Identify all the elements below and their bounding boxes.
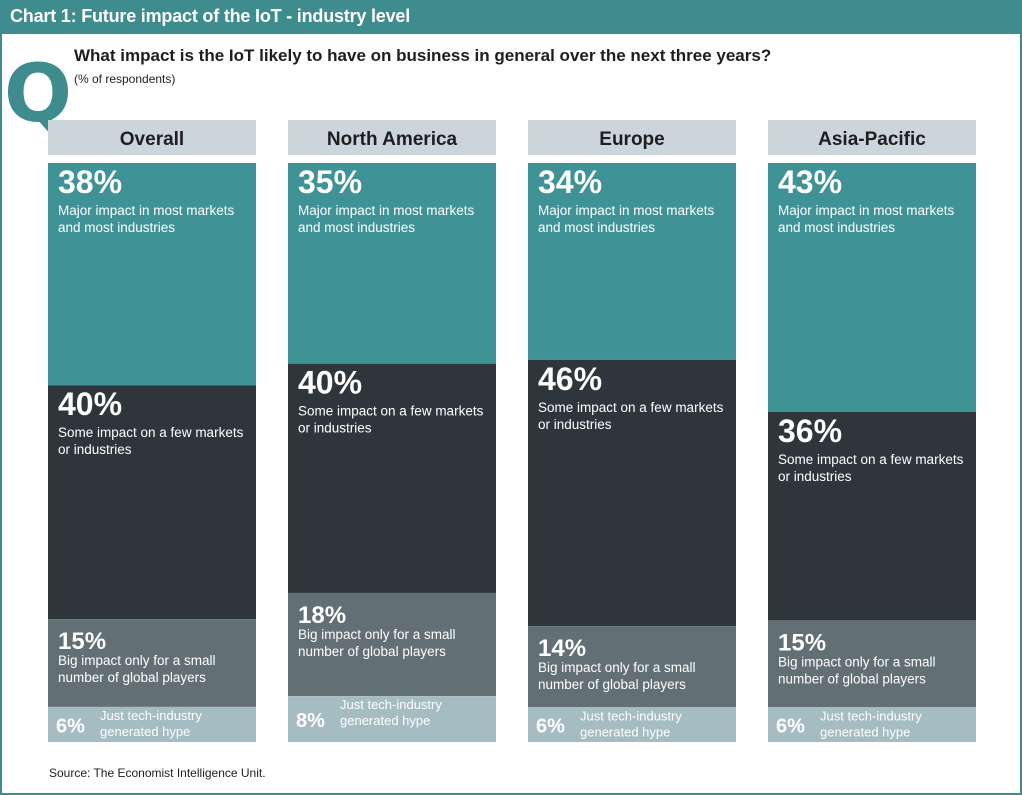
series-label: and most industries xyxy=(778,220,895,235)
bar-segment xyxy=(528,163,736,360)
bar-segment xyxy=(288,163,496,364)
series-label: Big impact only for a small xyxy=(298,627,456,642)
bar-segment xyxy=(288,592,496,697)
header-bar: Chart 1: Future impact of the IoT - indu… xyxy=(2,2,1020,34)
series-label: number of global players xyxy=(538,677,686,692)
series-label: or industries xyxy=(298,421,372,436)
series-label: Just tech-industry xyxy=(580,708,682,723)
series-label: Major impact in most markets xyxy=(58,203,235,218)
category-label: Asia-Pacific xyxy=(818,129,926,150)
series-label: or industries xyxy=(58,442,132,457)
series-label: Some impact on a few markets xyxy=(58,425,244,440)
bar-segment xyxy=(48,706,256,742)
series-label: number of global players xyxy=(778,671,926,686)
series-label: Big impact only for a small xyxy=(58,653,216,668)
data-label: 34% xyxy=(538,164,602,200)
series-label: Some impact on a few markets xyxy=(538,400,724,415)
bar-segment xyxy=(768,163,976,412)
bar-segment xyxy=(768,411,976,621)
series-label: Some impact on a few markets xyxy=(778,452,964,467)
data-label: 43% xyxy=(778,164,842,200)
bar-segment xyxy=(528,626,736,708)
series-label: Major impact in most markets xyxy=(298,203,475,218)
data-label: 6% xyxy=(56,715,85,737)
series-label: and most industries xyxy=(298,220,415,235)
question-unit: (% of respondents) xyxy=(74,72,176,86)
series-label: Some impact on a few markets xyxy=(298,404,484,419)
data-label: 40% xyxy=(298,365,362,401)
panel-header-bg xyxy=(528,120,736,155)
panel-header-bg xyxy=(288,120,496,155)
series-label: and most industries xyxy=(58,220,175,235)
panel-header-bg xyxy=(48,120,256,155)
data-label: 14% xyxy=(538,635,586,662)
data-label: 46% xyxy=(538,361,602,397)
data-label: 6% xyxy=(536,716,565,738)
panel-header-bg xyxy=(768,120,976,155)
data-label: 8% xyxy=(296,710,325,732)
data-label: 40% xyxy=(58,386,122,422)
series-label: Just tech-industry xyxy=(820,708,922,723)
bar-segment xyxy=(48,619,256,707)
series-label: generated hype xyxy=(100,724,190,739)
question-text: What impact is the IoT likely to have on… xyxy=(74,46,772,65)
bar-segment xyxy=(48,385,256,620)
data-label: 36% xyxy=(778,413,842,449)
series-label: Just tech-industry xyxy=(100,708,202,723)
data-label: 18% xyxy=(298,602,346,629)
data-label: 6% xyxy=(776,716,805,738)
series-label: and most industries xyxy=(538,220,655,235)
series-label: Big impact only for a small xyxy=(778,654,936,669)
series-label: or industries xyxy=(778,469,852,484)
bar-segment xyxy=(768,707,976,742)
data-label: 38% xyxy=(58,164,122,200)
source-note: Source: The Economist Intelligence Unit. xyxy=(49,766,266,780)
category-label: North America xyxy=(327,129,458,150)
bar-segment xyxy=(288,696,496,742)
series-label: or industries xyxy=(538,417,612,432)
bar-segment xyxy=(288,363,496,593)
series-label: Big impact only for a small xyxy=(538,660,696,675)
series-label: generated hype xyxy=(340,713,430,728)
bar-segment xyxy=(528,707,736,742)
data-label: 15% xyxy=(58,628,106,655)
bar-segment xyxy=(768,620,976,708)
chart-title: Chart 1: Future impact of the IoT - indu… xyxy=(10,6,411,26)
series-label: generated hype xyxy=(580,724,670,739)
series-label: number of global players xyxy=(298,644,446,659)
category-label: Overall xyxy=(120,129,184,150)
question-badge: Q xyxy=(2,34,72,134)
series-label: number of global players xyxy=(58,670,206,685)
bar-segment xyxy=(48,163,256,386)
data-label: 15% xyxy=(778,629,826,656)
series-label: Just tech-industry xyxy=(340,697,442,712)
series-label: Major impact in most markets xyxy=(538,203,715,218)
data-label: 35% xyxy=(298,164,362,200)
series-label: generated hype xyxy=(820,724,910,739)
category-label: Europe xyxy=(599,129,664,150)
bar-segment xyxy=(528,359,736,627)
series-label: Major impact in most markets xyxy=(778,203,955,218)
